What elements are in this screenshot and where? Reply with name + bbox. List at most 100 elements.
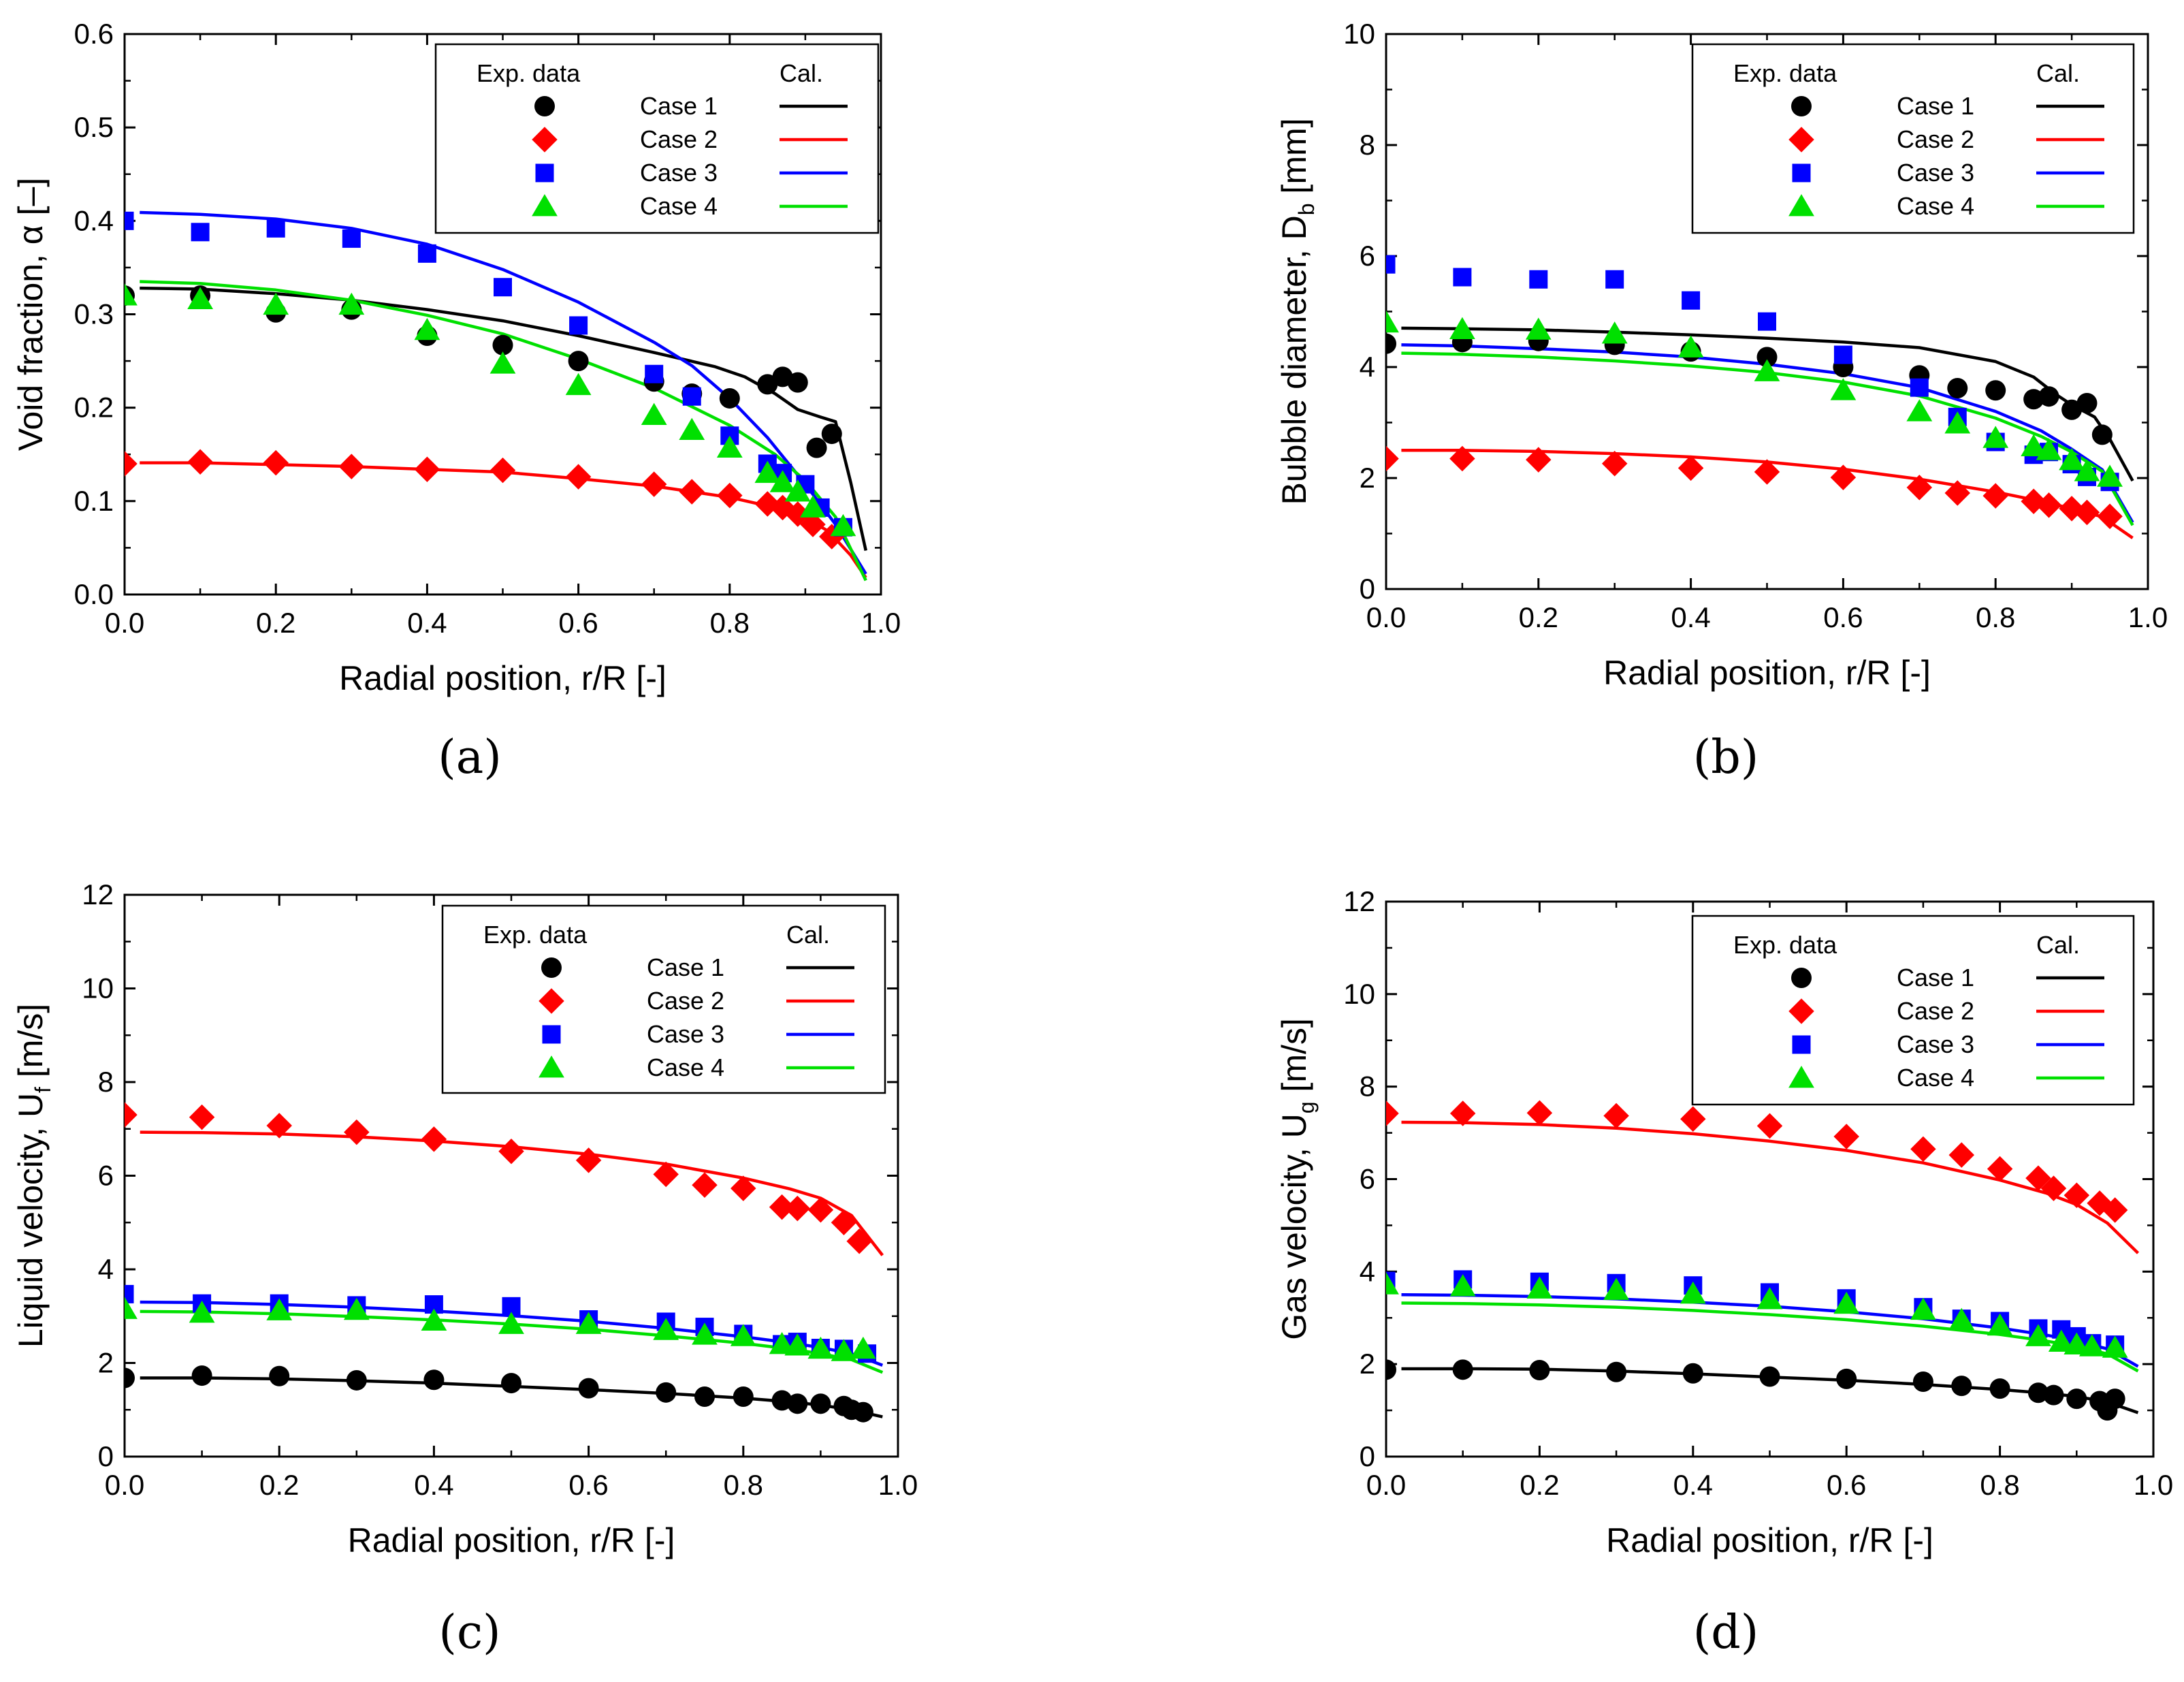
legend-cal-header: Cal.: [2036, 931, 2080, 959]
exp-point-case-4: [1910, 1297, 1936, 1320]
y-tick-label: 6: [98, 1160, 114, 1192]
exp-point-case-2: [1987, 1156, 2013, 1182]
y-axis-label-subscript: g: [1294, 1101, 1319, 1113]
exp-point-case-4: [1944, 411, 1971, 434]
exp-point-case-2: [769, 1194, 795, 1220]
exp-point-case-4: [498, 1312, 524, 1334]
exp-point-case-4: [338, 292, 365, 315]
x-tick-label: 0.4: [1671, 601, 1710, 633]
y-axis-label-unit: [mm]: [1275, 118, 1313, 203]
exp-point-case-4: [1603, 1278, 1629, 1300]
y-tick-label: 2: [1360, 1348, 1375, 1380]
exp-point-case-2: [1754, 459, 1780, 485]
y-tick-label: 0.2: [74, 392, 114, 424]
exp-point-case-3: [1529, 270, 1548, 289]
y-axis-label-main: Gas velocity, U: [1275, 1113, 1313, 1340]
exp-point-case-1: [694, 1386, 715, 1407]
exp-point-case-3: [1833, 345, 1852, 364]
exp-point-case-4: [807, 1336, 834, 1359]
x-tick-label: 0.2: [256, 607, 295, 639]
y-tick-label: 8: [1360, 129, 1375, 161]
plot-area: [125, 210, 867, 582]
y-axis-label-subscript: b: [1294, 203, 1319, 215]
exp-point-case-2: [263, 449, 289, 476]
exp-point-case-2: [679, 479, 705, 505]
exp-point-case-4: [692, 1322, 718, 1345]
legend-exp-header: Exp. data: [483, 921, 588, 949]
exp-point-case-1: [578, 1378, 599, 1399]
x-axis-label: Radial position, r/R [-]: [1606, 1521, 1933, 1559]
panel-label-c: (c): [438, 1606, 500, 1660]
x-tick-label: 0.4: [407, 607, 447, 639]
legend-marker-1: [1791, 968, 1812, 988]
exp-point-case-4: [1449, 317, 1475, 339]
exp-point-case-1: [568, 351, 589, 372]
y-tick-label: 0.4: [74, 204, 114, 236]
exp-point-case-4: [1833, 1291, 1860, 1314]
legend-cal-header: Cal.: [2036, 59, 2080, 87]
y-tick-label: 8: [98, 1066, 114, 1098]
y-tick-label: 6: [1360, 240, 1375, 272]
legend-label-4: Case 4: [647, 1053, 724, 1081]
exp-point-case-4: [2102, 1335, 2128, 1358]
exp-point-case-4: [1906, 399, 1933, 422]
exp-point-case-1: [1836, 1368, 1857, 1389]
exp-point-case-4: [1754, 359, 1780, 381]
legend-marker-4: [539, 1056, 564, 1078]
exp-point-case-1: [1386, 333, 1396, 354]
exp-point-case-1: [656, 1382, 677, 1403]
exp-point-case-3: [125, 211, 134, 230]
exp-point-case-2: [1526, 447, 1552, 473]
legend-label-2: Case 2: [647, 987, 724, 1015]
legend-marker-3: [1792, 1035, 1811, 1054]
x-tick-label: 0.2: [1520, 1469, 1559, 1501]
legend-label-3: Case 3: [640, 159, 718, 187]
exp-point-case-4: [1525, 317, 1552, 340]
exp-point-case-2: [641, 471, 667, 497]
exp-point-case-1: [852, 1401, 873, 1423]
x-tick-label: 0.6: [568, 1469, 608, 1501]
legend-marker-1: [1791, 96, 1812, 116]
legend: Exp. data Cal. Case 1 Case 2 Case 3 Case 4: [434, 43, 880, 234]
exp-point-case-4: [2036, 438, 2062, 460]
legend: Exp. data Cal. Case 1 Case 2 Case 3 Case 4: [441, 904, 886, 1094]
y-axis-label: Bubble diameter, Db [mm]: [1275, 118, 1319, 505]
exp-point-case-2: [1449, 445, 1475, 472]
x-tick-label: 0.0: [1366, 601, 1406, 633]
legend-marker-3: [542, 1025, 561, 1044]
exp-point-case-4: [414, 317, 440, 340]
cal-line-case-4: [1401, 1301, 2139, 1373]
exp-point-case-1: [2038, 386, 2059, 407]
x-tick-label: 0.6: [1823, 601, 1863, 633]
legend-marker-2: [532, 127, 558, 153]
y-tick-label: 0.6: [74, 18, 114, 50]
exp-point-case-2: [784, 1195, 811, 1222]
exp-point-case-1: [1912, 1371, 1933, 1392]
y-tick-label: 12: [1343, 885, 1375, 917]
exp-point-case-2: [831, 1209, 857, 1235]
exp-point-case-2: [266, 1113, 292, 1139]
exp-point-case-3: [1682, 291, 1701, 310]
legend-label-1: Case 1: [640, 92, 718, 120]
cal-line-case-1: [140, 286, 867, 551]
legend-marker-4: [532, 194, 558, 217]
exp-point-case-2: [1948, 1142, 1974, 1168]
x-tick-label: 0.4: [1673, 1469, 1713, 1501]
legend-exp-header: Exp. data: [1733, 59, 1837, 87]
exp-point-case-3: [645, 364, 664, 383]
exp-point-case-1: [787, 372, 808, 393]
exp-point-case-2: [1756, 1113, 1783, 1139]
exp-point-case-4: [125, 1297, 138, 1319]
exp-point-case-1: [2061, 399, 2083, 420]
x-tick-label: 1.0: [2128, 601, 2168, 633]
exp-point-case-2: [1982, 483, 2008, 509]
exp-point-case-4: [830, 513, 856, 537]
exp-point-case-2: [2063, 1182, 2090, 1209]
cal-line-case-2: [140, 461, 867, 579]
exp-point-case-2: [125, 451, 138, 477]
exp-point-case-4: [1982, 426, 2009, 448]
exp-point-case-1: [1951, 1376, 1972, 1397]
legend-marker-1: [534, 96, 555, 116]
y-axis-label-main: Void fraction, α [–]: [12, 178, 50, 451]
exp-point-case-1: [2027, 1382, 2049, 1403]
